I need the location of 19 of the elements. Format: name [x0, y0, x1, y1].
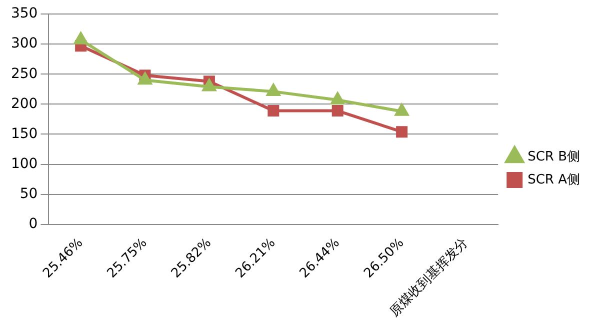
point — [332, 105, 344, 117]
point — [395, 104, 408, 116]
point — [396, 126, 408, 138]
legend-label: SCR A侧 — [528, 172, 580, 188]
legend-label: SCR B侧 — [528, 149, 580, 164]
point — [330, 92, 344, 104]
y-tick-label: 300 — [10, 36, 38, 52]
point — [74, 32, 88, 44]
point — [202, 79, 216, 92]
y-tick-label: 200 — [10, 96, 38, 112]
y-tick-label: 250 — [10, 66, 38, 82]
point — [138, 72, 152, 85]
point — [266, 84, 280, 96]
y-tick-label: 100 — [10, 156, 38, 172]
y-tick-label: 0 — [28, 216, 38, 232]
point — [268, 105, 280, 117]
y-tick-label: 350 — [10, 6, 38, 22]
y-tick-label: 50 — [20, 186, 38, 202]
y-tick-label: 150 — [10, 126, 38, 142]
